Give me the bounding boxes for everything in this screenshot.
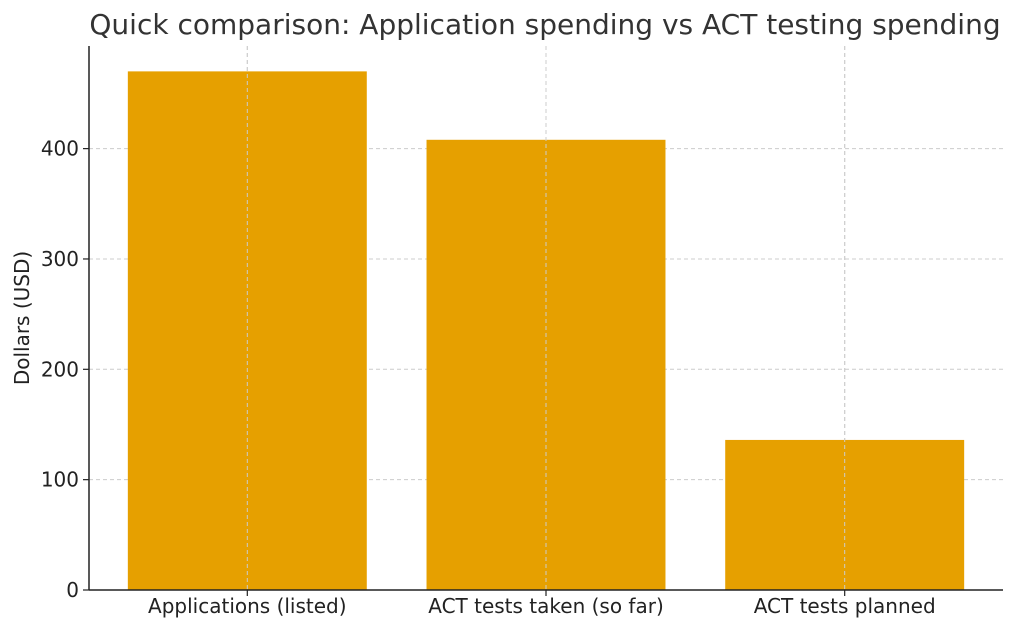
axes xyxy=(83,46,1003,596)
y-tick-label: 200 xyxy=(41,357,79,381)
chart-title: Quick comparison: Application spending v… xyxy=(89,8,1000,41)
y-axis-label: Dollars (USD) xyxy=(10,251,34,385)
tick-labels: 0 100 200 300 400 Applications (listed) ACT te… xyxy=(41,137,936,618)
y-tick-label: 400 xyxy=(41,137,79,161)
x-tick-label: ACT tests taken (so far) xyxy=(428,594,664,618)
bar xyxy=(127,71,367,590)
bars xyxy=(127,46,965,591)
y-tick-label: 100 xyxy=(41,468,79,492)
x-tick-label: ACT tests planned xyxy=(754,594,936,618)
y-tick-label: 0 xyxy=(66,578,79,602)
x-tick-label: Applications (listed) xyxy=(148,594,347,618)
y-tick-label: 300 xyxy=(41,247,79,271)
